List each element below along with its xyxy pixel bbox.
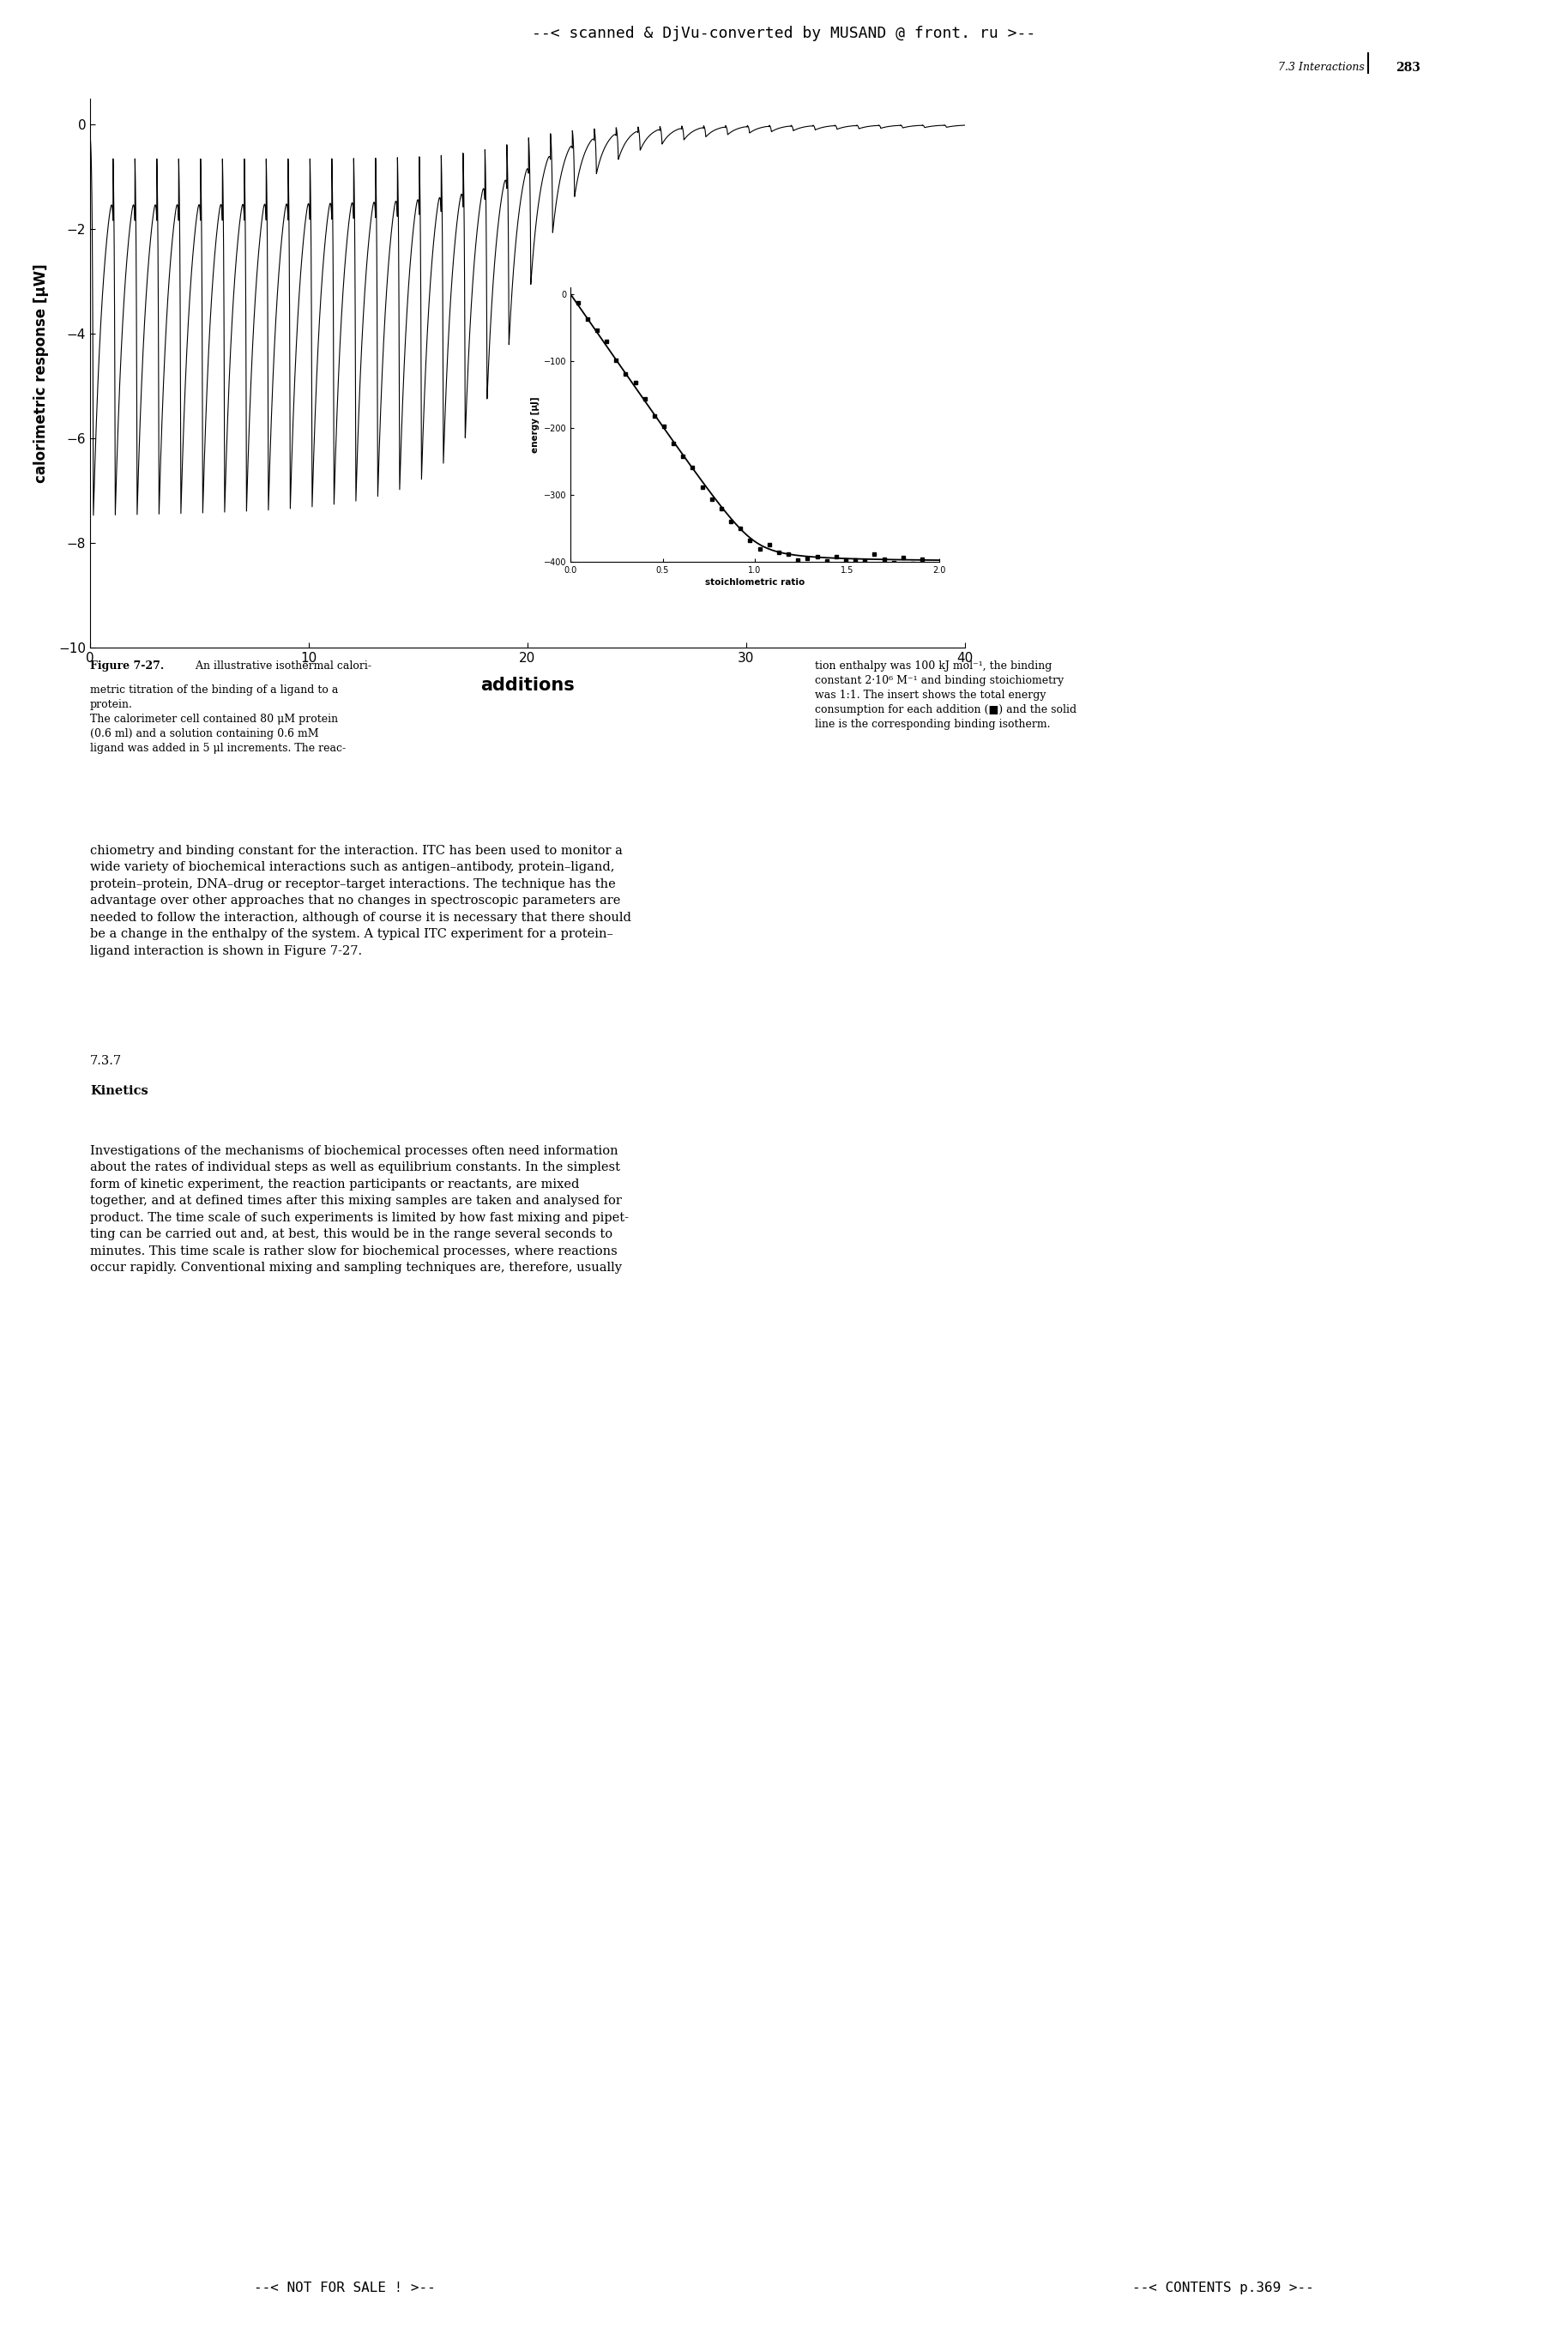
Text: Kinetics: Kinetics xyxy=(89,1085,149,1097)
Text: metric titration of the binding of a ligand to a
protein.
The calorimeter cell c: metric titration of the binding of a lig… xyxy=(89,684,347,754)
Text: 283: 283 xyxy=(1396,61,1421,75)
Y-axis label: energy [μJ]: energy [μJ] xyxy=(532,397,539,453)
Text: 7.3 Interactions: 7.3 Interactions xyxy=(1278,61,1364,72)
Text: An illustrative isothermal calori-: An illustrative isothermal calori- xyxy=(188,660,372,672)
Text: --< CONTENTS p.369 >--: --< CONTENTS p.369 >-- xyxy=(1132,2282,1314,2293)
Text: chiometry and binding constant for the interaction. ITC has been used to monitor: chiometry and binding constant for the i… xyxy=(89,845,632,957)
Text: Figure 7-27.: Figure 7-27. xyxy=(89,660,165,672)
X-axis label: additions: additions xyxy=(480,677,574,693)
Y-axis label: calorimetric response [μW]: calorimetric response [μW] xyxy=(33,264,49,483)
Text: 7.3.7: 7.3.7 xyxy=(89,1055,122,1066)
Text: --< scanned & DjVu-converted by MUSAND @ front. ru >--: --< scanned & DjVu-converted by MUSAND @… xyxy=(532,26,1036,42)
X-axis label: stoichlometric ratio: stoichlometric ratio xyxy=(706,579,804,586)
Text: --< NOT FOR SALE ! >--: --< NOT FOR SALE ! >-- xyxy=(254,2282,436,2293)
Text: tion enthalpy was 100 kJ mol⁻¹, the binding
constant 2·10⁶ M⁻¹ and binding stoic: tion enthalpy was 100 kJ mol⁻¹, the bind… xyxy=(815,660,1077,730)
Text: Investigations of the mechanisms of biochemical processes often need information: Investigations of the mechanisms of bioc… xyxy=(89,1146,629,1274)
